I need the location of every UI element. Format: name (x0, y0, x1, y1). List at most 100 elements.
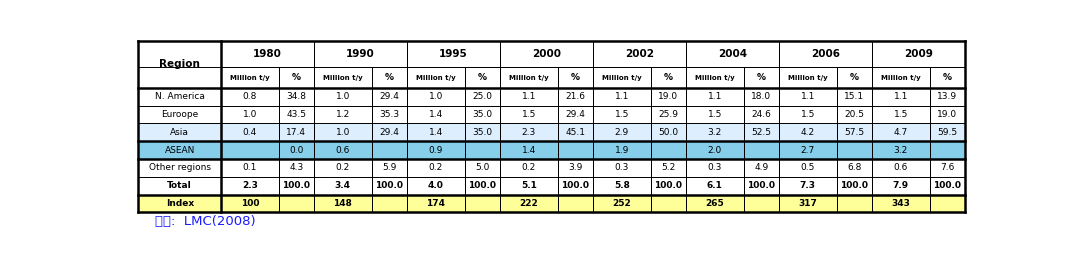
Bar (651, 195, 686, 213)
Text: 5.0: 5.0 (475, 164, 490, 172)
Text: N. America: N. America (155, 92, 205, 101)
Text: 52.5: 52.5 (752, 128, 771, 137)
Text: 0.9: 0.9 (429, 146, 444, 155)
Bar (221, 159, 279, 177)
Text: 317: 317 (798, 199, 817, 208)
Text: 2.3: 2.3 (242, 181, 258, 190)
Bar (139, 159, 221, 177)
Text: %: % (571, 73, 580, 82)
Bar (314, 41, 407, 67)
Text: 2009: 2009 (904, 49, 933, 59)
Bar (686, 67, 743, 88)
Bar (779, 195, 837, 213)
Bar (372, 195, 407, 213)
Bar (221, 123, 279, 141)
Bar (407, 195, 465, 213)
Text: %: % (664, 73, 672, 82)
Text: %: % (757, 73, 766, 82)
Bar (930, 195, 964, 213)
Bar (779, 141, 837, 159)
Bar (593, 159, 651, 177)
Bar (372, 88, 407, 106)
Bar (407, 159, 465, 177)
Text: 100.0: 100.0 (376, 181, 404, 190)
Bar (651, 123, 686, 141)
Text: 0.2: 0.2 (522, 164, 536, 172)
Bar (743, 123, 779, 141)
Text: 1.5: 1.5 (708, 110, 722, 119)
Text: Index: Index (165, 199, 193, 208)
Bar (139, 88, 221, 106)
Bar (779, 177, 837, 195)
Bar (743, 88, 779, 106)
Text: 174: 174 (426, 199, 446, 208)
Bar (407, 41, 500, 67)
Bar (930, 141, 964, 159)
Bar (557, 195, 593, 213)
Bar (837, 159, 872, 177)
Text: 2.9: 2.9 (614, 128, 629, 137)
Text: 6.1: 6.1 (707, 181, 723, 190)
Text: 19.0: 19.0 (658, 92, 679, 101)
Text: 0.1: 0.1 (243, 164, 257, 172)
Text: 35.0: 35.0 (473, 110, 492, 119)
Bar (593, 106, 651, 123)
Text: 1.5: 1.5 (614, 110, 629, 119)
Text: 4.9: 4.9 (754, 164, 768, 172)
Text: 1990: 1990 (346, 49, 375, 59)
Text: ASEAN: ASEAN (164, 146, 194, 155)
Text: Euroope: Euroope (161, 110, 199, 119)
Text: 1.4: 1.4 (522, 146, 536, 155)
Text: 57.5: 57.5 (844, 128, 865, 137)
Text: %: % (850, 73, 859, 82)
Bar (314, 123, 372, 141)
Bar (139, 41, 221, 88)
Text: Million t/y: Million t/y (323, 75, 363, 80)
Text: 100.0: 100.0 (840, 181, 868, 190)
Bar (743, 195, 779, 213)
Text: 252: 252 (612, 199, 632, 208)
Bar (557, 106, 593, 123)
Bar (500, 67, 557, 88)
Bar (314, 177, 372, 195)
Text: 1.0: 1.0 (243, 110, 257, 119)
Bar (557, 177, 593, 195)
Bar (930, 159, 964, 177)
Text: 100.0: 100.0 (748, 181, 775, 190)
Text: 148: 148 (333, 199, 352, 208)
Bar (686, 41, 779, 67)
Bar (743, 67, 779, 88)
Text: 0.3: 0.3 (614, 164, 629, 172)
Bar (593, 195, 651, 213)
Bar (465, 159, 500, 177)
Bar (743, 106, 779, 123)
Text: 자료:  LMC(2008): 자료: LMC(2008) (155, 215, 256, 228)
Text: 20.5: 20.5 (844, 110, 865, 119)
Text: Other regions: Other regions (148, 164, 211, 172)
Bar (872, 106, 930, 123)
Text: 0.8: 0.8 (243, 92, 257, 101)
Text: Million t/y: Million t/y (695, 75, 735, 80)
Text: 1.4: 1.4 (429, 128, 442, 137)
Text: 100: 100 (241, 199, 259, 208)
Bar (500, 88, 557, 106)
Text: 6.8: 6.8 (847, 164, 861, 172)
Bar (314, 195, 372, 213)
Text: 35.0: 35.0 (473, 128, 492, 137)
Bar (651, 88, 686, 106)
Text: 7.3: 7.3 (800, 181, 816, 190)
Bar (139, 106, 221, 123)
Bar (314, 106, 372, 123)
Text: 0.5: 0.5 (800, 164, 815, 172)
Text: Million t/y: Million t/y (509, 75, 549, 80)
Text: 7.9: 7.9 (892, 181, 909, 190)
Bar (139, 141, 221, 159)
Bar (651, 177, 686, 195)
Bar (930, 123, 964, 141)
Bar (743, 159, 779, 177)
Bar (407, 123, 465, 141)
Bar (593, 88, 651, 106)
Bar (651, 67, 686, 88)
Bar (279, 177, 314, 195)
Bar (779, 159, 837, 177)
